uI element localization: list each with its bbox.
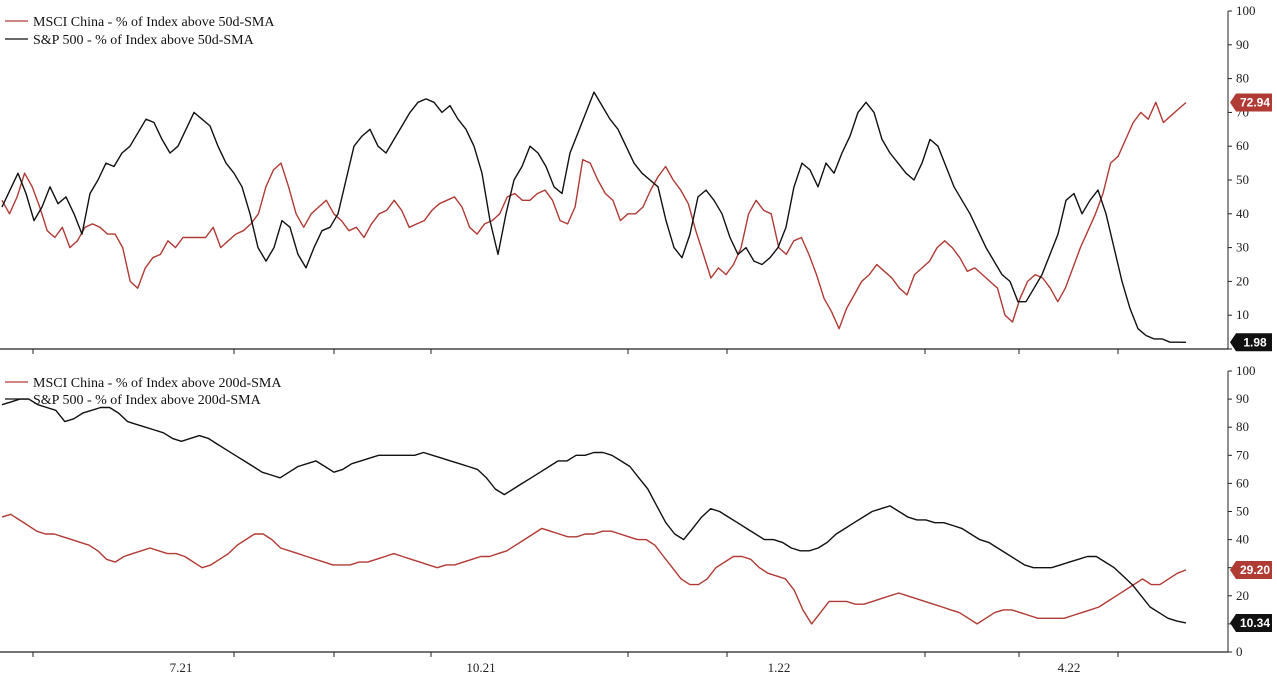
y-tick-label: 50 xyxy=(1236,504,1249,519)
badge-value: 10.34 xyxy=(1240,616,1270,630)
badge-value: 29.20 xyxy=(1240,563,1270,577)
badge-value: 1.98 xyxy=(1243,335,1267,349)
y-tick-label: 90 xyxy=(1236,391,1249,406)
badge-shape xyxy=(1230,93,1272,112)
legend-label-sp500-50d: S&P 500 - % of Index above 50d-SMA xyxy=(33,33,255,48)
legend-50d: MSCI China - % of Index above 50d-SMA S&… xyxy=(5,15,275,48)
legend-label-msci-50d: MSCI China - % of Index above 50d-SMA xyxy=(33,15,275,30)
badge-value: 72.94 xyxy=(1240,95,1270,109)
x-tick-label: 7.21 xyxy=(170,660,193,675)
last-value-badge-msci-200d: 29.20 xyxy=(1230,560,1272,579)
legend-label-msci-200d: MSCI China - % of Index above 200d-SMA xyxy=(33,376,282,391)
y-tick-label: 80 xyxy=(1236,419,1249,434)
y-tick-label: 60 xyxy=(1236,475,1249,490)
y-tick-label: 90 xyxy=(1236,37,1249,52)
y-tick-label: 30 xyxy=(1236,240,1249,255)
last-value-badge-msci-50d: 72.94 xyxy=(1230,93,1272,112)
x-ticks-200d: 7.21 10.21 1.22 4.22 xyxy=(32,652,1119,675)
x-tick-label: 1.22 xyxy=(768,660,791,675)
x-ticks-50d xyxy=(32,349,1119,354)
x-tick-label: 4.22 xyxy=(1058,660,1081,675)
last-value-badge-sp500-50d: 1.98 xyxy=(1230,333,1272,352)
series-line-sp500 xyxy=(1,91,1187,343)
y-tick-label: 0 xyxy=(1236,644,1243,659)
y-tick-label: 80 xyxy=(1236,71,1249,86)
series-line-msci xyxy=(1,513,1187,625)
panel-200d: 0102030405060708090100 7.2110.211.224.22… xyxy=(0,363,1272,675)
series-lines-200d xyxy=(1,398,1187,625)
series-line-msci xyxy=(1,101,1187,330)
y-tick-label: 10 xyxy=(1236,307,1249,322)
badge-shape xyxy=(1230,560,1272,579)
y-tick-label: 50 xyxy=(1236,172,1249,187)
y-tick-label: 40 xyxy=(1236,532,1249,547)
y-tick-label: 100 xyxy=(1236,3,1256,18)
legend-label-sp500-200d: S&P 500 - % of Index above 200d-SMA xyxy=(33,393,262,408)
y-tick-label: 100 xyxy=(1236,363,1256,378)
y-tick-label: 40 xyxy=(1236,206,1249,221)
series-line-sp500 xyxy=(1,398,1187,624)
series-lines-50d xyxy=(1,91,1187,343)
y-tick-label: 20 xyxy=(1236,273,1249,288)
last-value-badge-sp500-200d: 10.34 xyxy=(1230,613,1272,632)
legend-200d: MSCI China - % of Index above 200d-SMA S… xyxy=(5,376,282,408)
y-tick-label: 60 xyxy=(1236,138,1249,153)
y-tick-label: 20 xyxy=(1236,588,1249,603)
x-tick-label: 10.21 xyxy=(466,660,495,675)
y-tick-label: 70 xyxy=(1236,447,1249,462)
badge-shape xyxy=(1230,333,1272,352)
badge-shape xyxy=(1230,613,1272,632)
